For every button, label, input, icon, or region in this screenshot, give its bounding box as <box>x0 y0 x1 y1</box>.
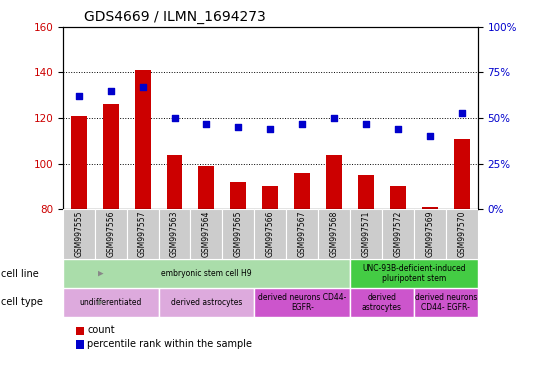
Point <box>202 121 211 127</box>
Point <box>298 121 306 127</box>
Text: cell line: cell line <box>1 268 39 279</box>
Text: derived neurons CD44-
EGFR-: derived neurons CD44- EGFR- <box>258 293 346 312</box>
Bar <box>382 209 414 259</box>
Point <box>394 126 402 132</box>
Text: GSM997563: GSM997563 <box>170 211 179 258</box>
Bar <box>63 259 350 288</box>
Bar <box>254 209 286 259</box>
Text: GSM997557: GSM997557 <box>138 211 147 258</box>
Bar <box>198 166 215 209</box>
Text: UNC-93B-deficient-induced
pluripotent stem: UNC-93B-deficient-induced pluripotent st… <box>362 264 466 283</box>
Bar <box>158 209 191 259</box>
Text: GSM997565: GSM997565 <box>234 211 243 258</box>
Point <box>330 115 339 121</box>
Point <box>234 124 243 130</box>
Point <box>170 115 179 121</box>
Text: cell type: cell type <box>1 297 43 308</box>
Bar <box>63 209 94 259</box>
Text: GSM997564: GSM997564 <box>202 211 211 258</box>
Text: derived astrocytes: derived astrocytes <box>171 298 242 307</box>
Bar <box>294 173 310 209</box>
Point <box>458 109 466 116</box>
Bar <box>446 209 478 259</box>
Bar <box>135 70 151 209</box>
Bar <box>254 288 350 317</box>
Bar <box>350 209 382 259</box>
Bar <box>350 259 478 288</box>
Text: GSM997570: GSM997570 <box>458 211 466 258</box>
Point <box>106 88 115 94</box>
Point <box>361 121 370 127</box>
Text: GSM997569: GSM997569 <box>425 211 435 258</box>
Point <box>425 133 434 139</box>
Bar <box>191 209 222 259</box>
Text: embryonic stem cell H9: embryonic stem cell H9 <box>161 269 252 278</box>
Bar <box>71 116 87 209</box>
Bar <box>230 182 246 209</box>
Text: GDS4669 / ILMN_1694273: GDS4669 / ILMN_1694273 <box>84 10 265 25</box>
Text: count: count <box>87 325 115 335</box>
Point <box>74 93 83 99</box>
Bar <box>454 139 470 209</box>
Text: undifferentiated: undifferentiated <box>80 298 142 307</box>
Bar <box>422 207 438 209</box>
Bar <box>262 187 278 209</box>
Point <box>266 126 275 132</box>
Bar <box>158 288 254 317</box>
Text: GSM997572: GSM997572 <box>394 211 402 257</box>
Text: GSM997568: GSM997568 <box>330 211 339 257</box>
Bar <box>414 209 446 259</box>
Text: GSM997571: GSM997571 <box>361 211 371 257</box>
Bar <box>326 155 342 209</box>
Text: derived
astrocytes: derived astrocytes <box>362 293 402 312</box>
Text: GSM997566: GSM997566 <box>266 211 275 258</box>
Text: derived neurons
CD44- EGFR-: derived neurons CD44- EGFR- <box>414 293 477 312</box>
Text: GSM997556: GSM997556 <box>106 211 115 258</box>
Bar <box>103 104 118 209</box>
Bar <box>390 187 406 209</box>
Bar <box>358 175 374 209</box>
Bar <box>222 209 254 259</box>
Bar <box>127 209 158 259</box>
Bar <box>318 209 350 259</box>
Point <box>138 84 147 90</box>
Bar <box>167 155 182 209</box>
Text: GSM997567: GSM997567 <box>298 211 307 258</box>
Bar <box>414 288 478 317</box>
Bar <box>94 209 127 259</box>
Text: GSM997555: GSM997555 <box>74 211 83 258</box>
Bar <box>350 288 414 317</box>
Text: percentile rank within the sample: percentile rank within the sample <box>87 339 252 349</box>
Bar <box>63 288 158 317</box>
Bar <box>286 209 318 259</box>
